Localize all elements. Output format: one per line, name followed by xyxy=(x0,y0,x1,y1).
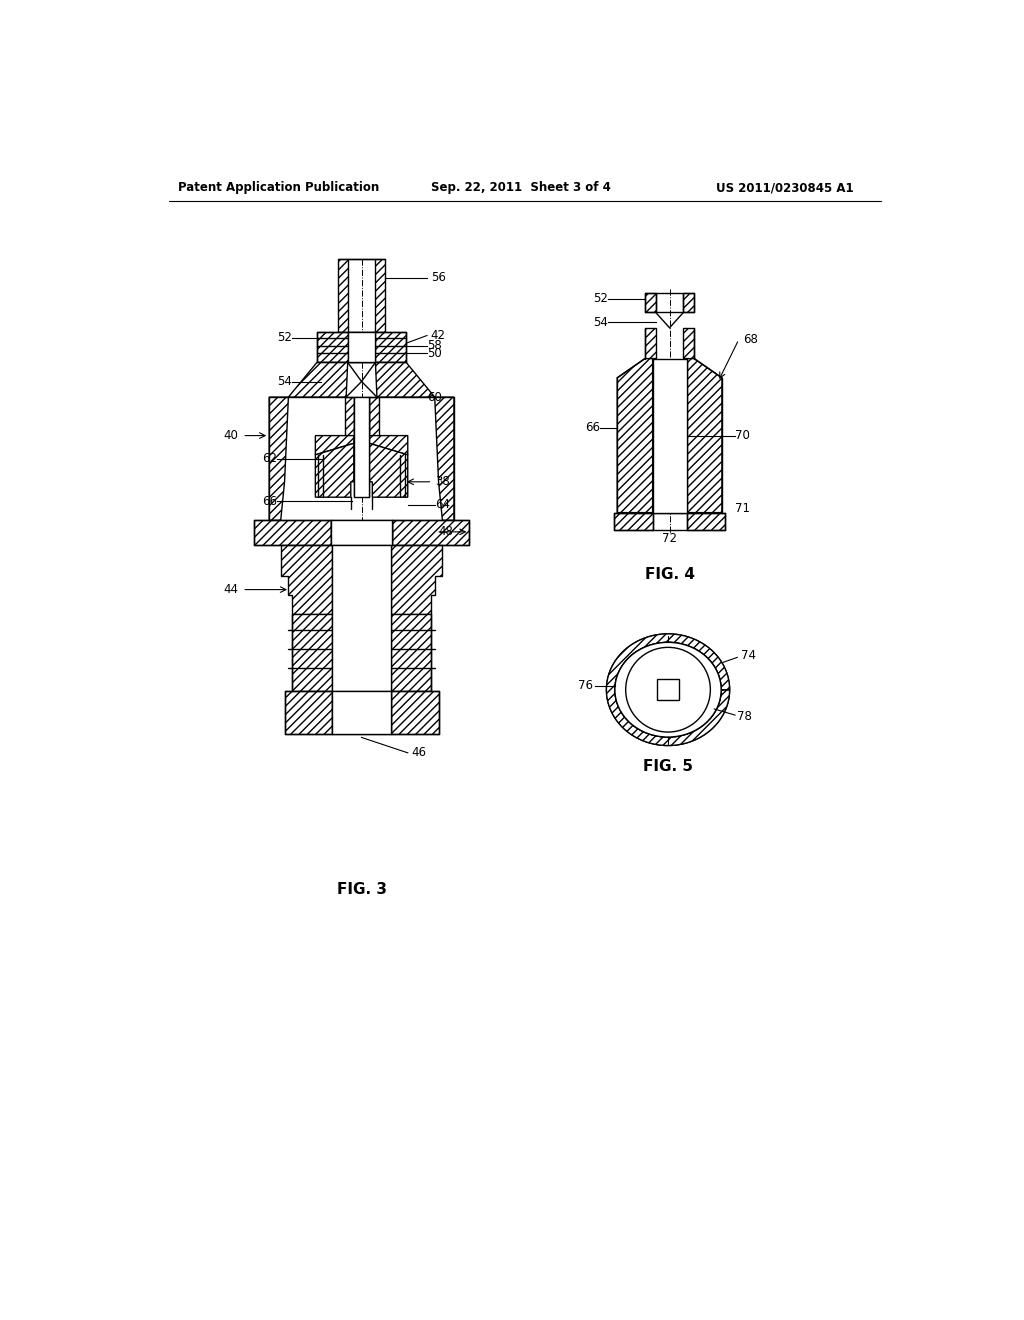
Bar xyxy=(348,331,376,363)
Text: FIG. 4: FIG. 4 xyxy=(644,566,694,582)
Polygon shape xyxy=(339,259,348,331)
Polygon shape xyxy=(315,436,354,455)
Polygon shape xyxy=(370,397,379,436)
Bar xyxy=(331,520,392,545)
Text: 74: 74 xyxy=(741,648,756,661)
Text: 54: 54 xyxy=(278,375,292,388)
Polygon shape xyxy=(606,634,730,746)
Text: 68: 68 xyxy=(742,333,758,346)
Bar xyxy=(354,397,370,498)
Text: 44: 44 xyxy=(223,583,239,597)
Polygon shape xyxy=(254,520,331,545)
Ellipse shape xyxy=(614,643,721,737)
Text: 76: 76 xyxy=(578,680,593,693)
Polygon shape xyxy=(345,397,354,436)
Text: Patent Application Publication: Patent Application Publication xyxy=(178,181,380,194)
Bar xyxy=(333,692,391,734)
Text: 64: 64 xyxy=(435,499,450,511)
Text: 52: 52 xyxy=(278,331,292,345)
Polygon shape xyxy=(269,397,289,520)
Text: 52: 52 xyxy=(593,292,608,305)
Text: 56: 56 xyxy=(431,271,445,284)
Text: 40: 40 xyxy=(223,429,239,442)
Circle shape xyxy=(626,647,711,733)
Text: 66: 66 xyxy=(586,421,600,434)
Polygon shape xyxy=(316,331,407,363)
Polygon shape xyxy=(391,692,438,734)
Text: 71: 71 xyxy=(735,502,750,515)
Polygon shape xyxy=(289,363,348,397)
Polygon shape xyxy=(683,359,722,512)
Polygon shape xyxy=(617,359,655,512)
Text: 58: 58 xyxy=(427,339,441,352)
Polygon shape xyxy=(370,444,408,498)
Polygon shape xyxy=(435,397,454,520)
Text: FIG. 3: FIG. 3 xyxy=(337,882,387,898)
Polygon shape xyxy=(292,614,333,692)
Text: 62: 62 xyxy=(262,453,276,465)
Text: 70: 70 xyxy=(735,429,750,442)
Bar xyxy=(652,359,686,512)
Polygon shape xyxy=(315,444,354,498)
Text: Sep. 22, 2011  Sheet 3 of 4: Sep. 22, 2011 Sheet 3 of 4 xyxy=(431,181,610,194)
Polygon shape xyxy=(683,293,694,313)
Polygon shape xyxy=(683,327,694,359)
Polygon shape xyxy=(285,692,333,734)
Polygon shape xyxy=(645,293,655,313)
Text: 48: 48 xyxy=(438,525,454,539)
Polygon shape xyxy=(686,512,725,529)
Bar xyxy=(333,545,391,692)
Text: 72: 72 xyxy=(663,532,677,545)
Polygon shape xyxy=(645,327,655,359)
Text: 46: 46 xyxy=(412,746,427,759)
Polygon shape xyxy=(376,259,385,331)
Text: 42: 42 xyxy=(431,329,445,342)
Polygon shape xyxy=(281,545,333,614)
Polygon shape xyxy=(614,512,652,529)
Text: US 2011/0230845 A1: US 2011/0230845 A1 xyxy=(716,181,853,194)
Polygon shape xyxy=(376,363,435,397)
Polygon shape xyxy=(391,545,442,614)
Text: 54: 54 xyxy=(593,315,608,329)
Polygon shape xyxy=(392,520,469,545)
Polygon shape xyxy=(370,436,408,455)
Polygon shape xyxy=(391,614,431,692)
Text: FIG. 5: FIG. 5 xyxy=(643,759,693,775)
Text: 50: 50 xyxy=(427,347,441,360)
Text: 38: 38 xyxy=(435,475,450,488)
Text: 78: 78 xyxy=(737,710,753,723)
Bar xyxy=(657,678,679,701)
Ellipse shape xyxy=(614,643,721,737)
Text: 60: 60 xyxy=(427,391,442,404)
Ellipse shape xyxy=(606,634,730,746)
Text: 66: 66 xyxy=(262,495,276,508)
